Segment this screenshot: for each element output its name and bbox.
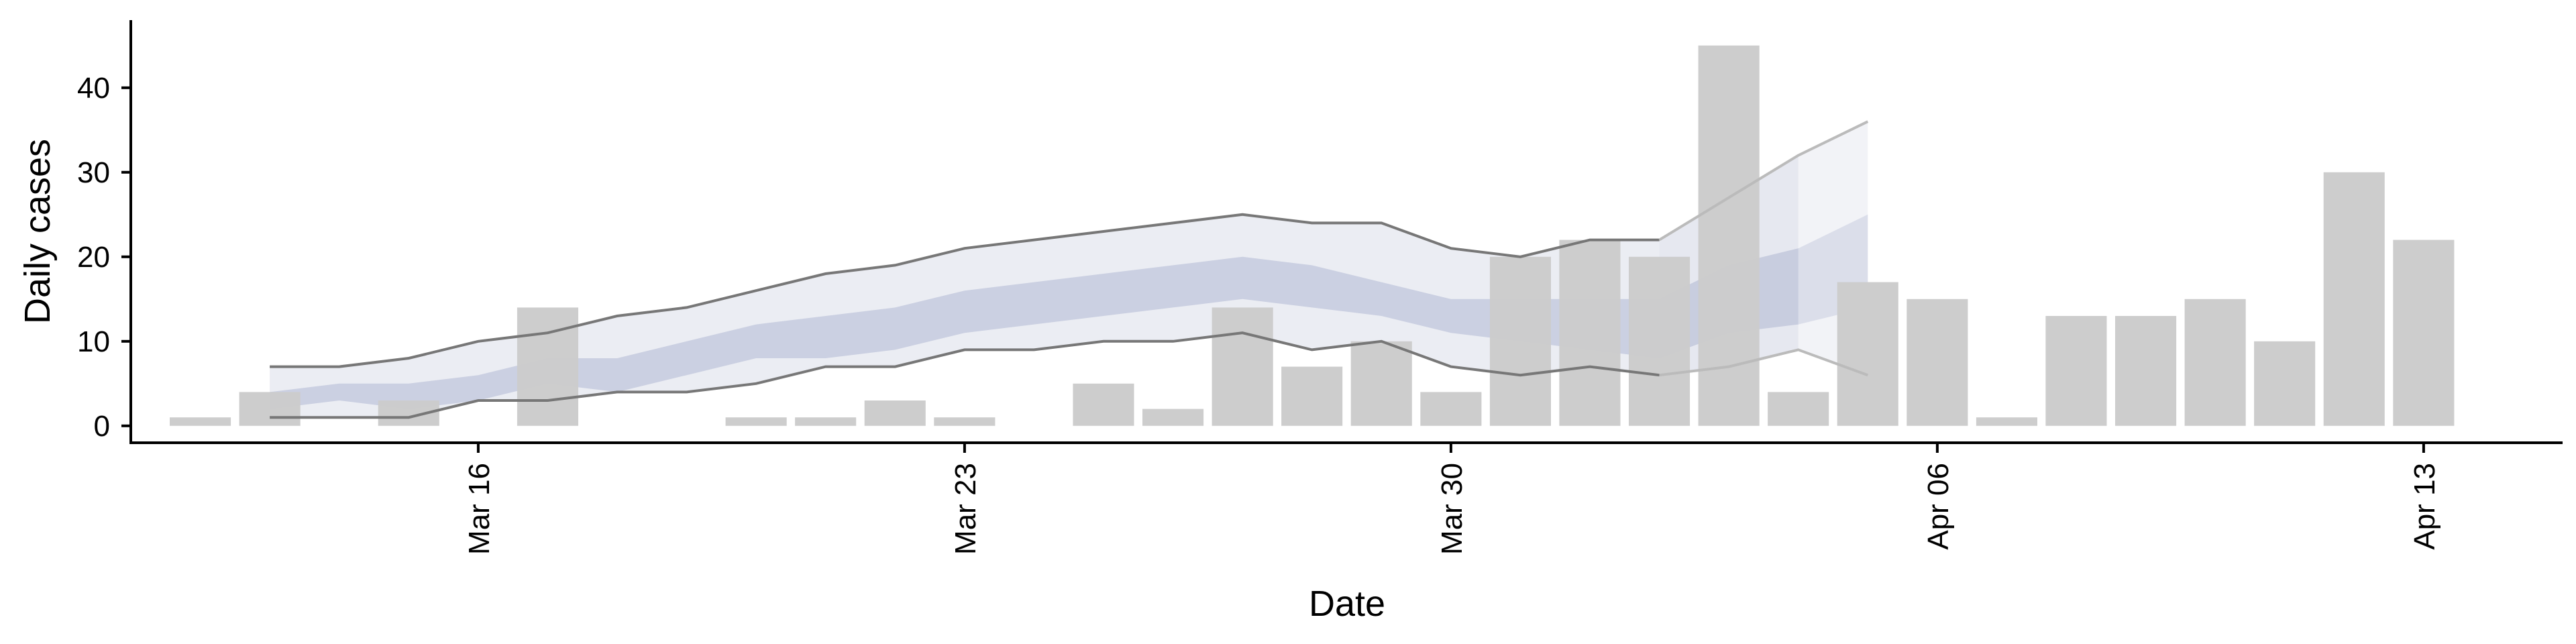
inner-interval-band <box>270 248 1799 409</box>
bar <box>2323 172 2385 426</box>
y-tick-label: 40 <box>77 72 110 105</box>
bar <box>1489 256 1551 426</box>
lines-layer <box>270 120 1869 419</box>
bar <box>1768 392 1829 426</box>
y-tick-label: 0 <box>94 410 110 443</box>
bar <box>795 417 857 426</box>
bar <box>1420 392 1482 426</box>
y-axis-ticks: 0 10 20 30 40 <box>77 72 131 443</box>
upper-projection-line <box>1658 120 1869 241</box>
x-tick-label: Apr 06 <box>1922 463 1955 550</box>
x-tick-label: Mar 23 <box>949 463 982 555</box>
x-tick-label: Mar 30 <box>1436 463 1468 555</box>
bar <box>1212 307 1273 426</box>
bar <box>1837 282 1898 426</box>
y-tick-label: 10 <box>77 325 110 358</box>
bar <box>1629 256 1690 426</box>
x-tick-label: Mar 16 <box>463 463 496 555</box>
bar <box>1559 239 1621 426</box>
bar <box>725 417 787 426</box>
y-tick-label: 20 <box>77 241 110 274</box>
bar <box>2184 299 2246 426</box>
bar <box>2045 316 2107 426</box>
bar <box>1142 409 1204 426</box>
bar <box>2393 239 2455 426</box>
y-axis-title: Daily cases <box>17 139 58 324</box>
plot-area <box>170 45 2455 426</box>
lower-projection-line <box>1659 348 1868 377</box>
x-axis-ticks: Mar 16 Mar 23 Mar 30 Apr 06 Apr 13 <box>463 443 2441 555</box>
bar <box>239 392 301 426</box>
bars-layer <box>170 45 2455 426</box>
bar <box>864 400 926 426</box>
x-tick-label: Apr 13 <box>2408 463 2441 550</box>
x-axis-title: Date <box>1309 584 1385 624</box>
bar <box>2254 341 2316 426</box>
y-tick-label: 30 <box>77 156 110 189</box>
bar <box>1281 366 1343 426</box>
bar <box>517 307 578 426</box>
bar <box>934 417 996 426</box>
bar <box>2115 316 2177 426</box>
bar <box>1073 383 1134 426</box>
bar <box>1350 341 1412 426</box>
lower-interval-line <box>270 331 1660 419</box>
bar <box>1907 299 1968 426</box>
upper-interval-line <box>270 213 1660 368</box>
bar <box>1976 417 2037 426</box>
bands-layer <box>270 121 1868 418</box>
bar <box>170 417 231 426</box>
